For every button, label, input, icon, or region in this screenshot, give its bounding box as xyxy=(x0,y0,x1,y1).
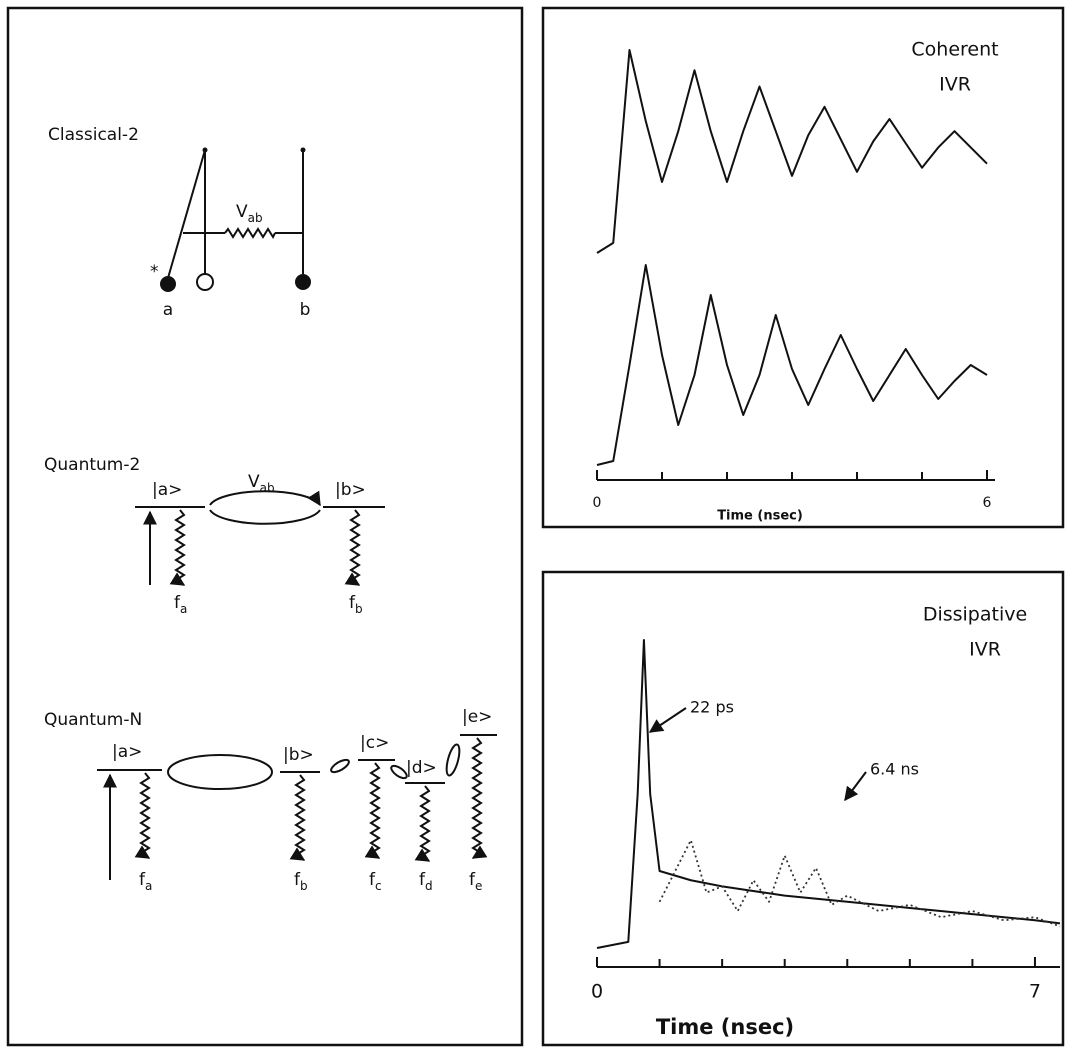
decay-label: fb xyxy=(294,870,308,893)
state-label: |b> xyxy=(335,480,366,500)
decay-sub: a xyxy=(145,879,152,893)
annotation-leader xyxy=(844,771,867,802)
x-tick-label: 0 xyxy=(593,495,602,511)
coherent-panel xyxy=(541,6,1065,529)
decay-sub: b xyxy=(355,602,363,616)
pendulums xyxy=(160,147,311,292)
coupling-sub: ab xyxy=(248,211,263,225)
decay-wave xyxy=(169,509,186,586)
decay-main: f xyxy=(419,870,426,890)
state-label: |d> xyxy=(406,758,437,778)
data-line xyxy=(596,49,988,254)
left-panel xyxy=(6,6,524,1047)
mass-label: a xyxy=(163,300,173,320)
decay-main: f xyxy=(469,870,476,890)
decay-sub: b xyxy=(300,879,308,893)
decay-main: f xyxy=(174,593,181,613)
coupling-sub: ab xyxy=(260,481,275,495)
decay-wave xyxy=(364,762,381,859)
decay-waves xyxy=(169,509,361,586)
decay-sub: c xyxy=(375,879,382,893)
panel-title: Dissipative xyxy=(923,604,1027,626)
decay-wave xyxy=(414,785,431,862)
state-label: |c> xyxy=(360,733,389,753)
state-label: |a> xyxy=(112,742,142,762)
x-tick-label: 6 xyxy=(983,495,992,511)
coupling-main: V xyxy=(248,472,260,492)
data-line xyxy=(596,264,988,466)
annotation: 22 ps xyxy=(690,698,734,717)
levels xyxy=(135,490,385,585)
x-tick-label: 7 xyxy=(1029,981,1041,1003)
decay-label: fa xyxy=(174,593,187,616)
decay-main: f xyxy=(139,870,146,890)
panel-subtitle: IVR xyxy=(939,74,971,96)
decay-label: fd xyxy=(419,870,433,893)
coupling-main: V xyxy=(236,202,248,222)
excited-star: * xyxy=(150,262,159,282)
diagram-title: Classical-2 xyxy=(48,125,139,145)
panel-subtitle: IVR xyxy=(969,639,1001,661)
decay-main: f xyxy=(294,870,301,890)
decay-waves xyxy=(134,737,488,862)
state-label: |a> xyxy=(152,480,182,500)
decay-wave xyxy=(289,774,306,861)
decay-sub: e xyxy=(475,879,482,893)
decay-wave xyxy=(134,772,151,859)
decay-main: f xyxy=(349,593,356,613)
diagram-title: Quantum-2 xyxy=(44,455,140,475)
diagram-title: Quantum-N xyxy=(44,710,142,730)
decay-label: fb xyxy=(349,593,363,616)
decay-wave xyxy=(344,509,361,586)
decay-main: f xyxy=(369,870,376,890)
state-label: |e> xyxy=(462,707,492,727)
decay-sub: a xyxy=(180,602,187,616)
mass-label: b xyxy=(300,300,311,320)
coupling-label: Vab xyxy=(236,202,263,225)
levels xyxy=(97,734,497,880)
data-line xyxy=(596,639,1061,949)
annotation-leader xyxy=(648,707,687,733)
decay-sub: d xyxy=(425,879,433,893)
dissipative-panel xyxy=(541,570,1065,1047)
x-axis-label: Time (nsec) xyxy=(656,1015,794,1039)
decay-label: fc xyxy=(369,870,382,893)
decay-label: fe xyxy=(469,870,482,893)
decay-wave xyxy=(471,737,488,859)
data-line xyxy=(658,839,1061,928)
state-label: |b> xyxy=(283,745,314,765)
annotation: 6.4 ns xyxy=(870,760,919,779)
x-axis-label: Time (nsec) xyxy=(717,509,803,524)
panel-title: Coherent xyxy=(911,39,998,61)
x-tick-label: 0 xyxy=(591,981,603,1003)
decay-label: fa xyxy=(139,870,152,893)
coupling-label: Vab xyxy=(248,472,275,495)
